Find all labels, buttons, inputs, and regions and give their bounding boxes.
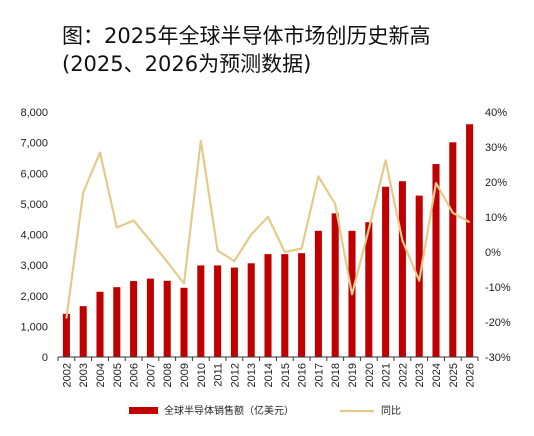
bar	[113, 287, 121, 357]
bar	[62, 313, 70, 357]
x-tick-label: 2005	[112, 363, 124, 387]
bar	[247, 263, 255, 357]
legend: 全球半导体销售额（亿美元） 同比	[129, 404, 401, 417]
left-tick-label: 3,000	[20, 260, 48, 272]
x-tick-label: 2024	[431, 363, 443, 387]
bar	[264, 254, 272, 357]
bar	[197, 265, 205, 357]
x-tick-label: 2026	[465, 363, 477, 387]
chart-title: 图：2025年全球半导体市场创历史新高 (2025、2026为预测数据)	[62, 22, 522, 78]
x-axis: 2002 2003 2004 2005 2006 2007 2008 2009 2010 2011…	[57, 356, 479, 387]
right-tick-label: -30%	[485, 352, 511, 364]
right-axis: -30% -20% -10% 0% 10% 20% 30% 40%	[485, 107, 511, 364]
bar	[79, 306, 87, 357]
x-tick-label: 2018	[330, 363, 342, 387]
x-tick-label: 2012	[229, 363, 241, 387]
x-tick-label: 2022	[397, 363, 409, 387]
bar	[130, 281, 138, 357]
x-tick-label: 2009	[179, 363, 191, 387]
left-tick-label: 6,000	[20, 168, 48, 180]
bar	[214, 265, 222, 357]
right-tick-label: -10%	[485, 282, 511, 294]
x-tick-label: 2017	[313, 363, 325, 387]
bar	[331, 213, 339, 357]
right-tick-label: 40%	[485, 107, 507, 119]
bar	[466, 124, 474, 357]
bar	[96, 291, 104, 357]
x-tick-label: 2011	[213, 363, 225, 387]
legend-bar-label: 全球半导体销售额（亿美元）	[164, 404, 294, 417]
x-tick-label: 2023	[414, 363, 426, 387]
x-tick-label: 2010	[196, 363, 208, 387]
left-tick-label: 7,000	[20, 138, 48, 150]
left-tick-label: 0	[42, 352, 48, 364]
line-series	[65, 139, 471, 319]
left-tick-label: 1,000	[20, 321, 48, 333]
x-tick-label: 2002	[61, 363, 73, 387]
bar	[449, 142, 457, 357]
legend-bar-swatch	[129, 407, 158, 414]
x-tick-label: 2014	[263, 363, 275, 387]
x-tick-label: 2019	[347, 363, 359, 387]
bar	[432, 164, 440, 357]
x-tick-label: 2016	[297, 363, 309, 387]
left-axis: 0 1,000 2,000 3,000 4,000 5,000 6,000 7,000 8,00…	[20, 107, 48, 364]
x-tick-label: 2021	[381, 363, 393, 387]
bar	[398, 181, 406, 357]
right-tick-label: 20%	[485, 177, 507, 189]
x-tick-label: 2013	[246, 363, 258, 387]
bar	[382, 186, 390, 357]
bar	[230, 267, 238, 357]
bar	[281, 254, 289, 357]
x-tick-label: 2020	[364, 363, 376, 387]
x-tick-label: 2007	[145, 363, 157, 387]
legend-line-label: 同比	[381, 405, 401, 417]
bar	[314, 230, 322, 357]
right-tick-label: 30%	[485, 142, 507, 154]
bar	[180, 287, 188, 357]
x-tick-label: 2008	[162, 363, 174, 387]
x-tick-label: 2006	[129, 363, 141, 387]
left-tick-label: 5,000	[20, 199, 48, 211]
right-tick-label: 10%	[485, 212, 507, 224]
right-tick-label: 0%	[485, 247, 501, 259]
chart-title-line2: (2025、2026为预测数据)	[62, 52, 312, 76]
x-tick-label: 2003	[78, 363, 90, 387]
left-tick-label: 2,000	[20, 291, 48, 303]
chart-title-line1: 图：2025年全球半导体市场创历史新高	[62, 24, 431, 48]
left-tick-label: 4,000	[20, 230, 48, 242]
right-tick-label: -20%	[485, 317, 511, 329]
x-tick-label: 2025	[448, 363, 460, 387]
bar-series	[62, 124, 474, 357]
x-tick-label: 2015	[280, 363, 292, 387]
x-tick-label: 2004	[95, 363, 107, 387]
left-tick-label: 8,000	[20, 107, 48, 119]
bar	[298, 253, 306, 357]
bar	[146, 278, 154, 357]
bar	[365, 222, 373, 357]
bar	[163, 280, 171, 357]
